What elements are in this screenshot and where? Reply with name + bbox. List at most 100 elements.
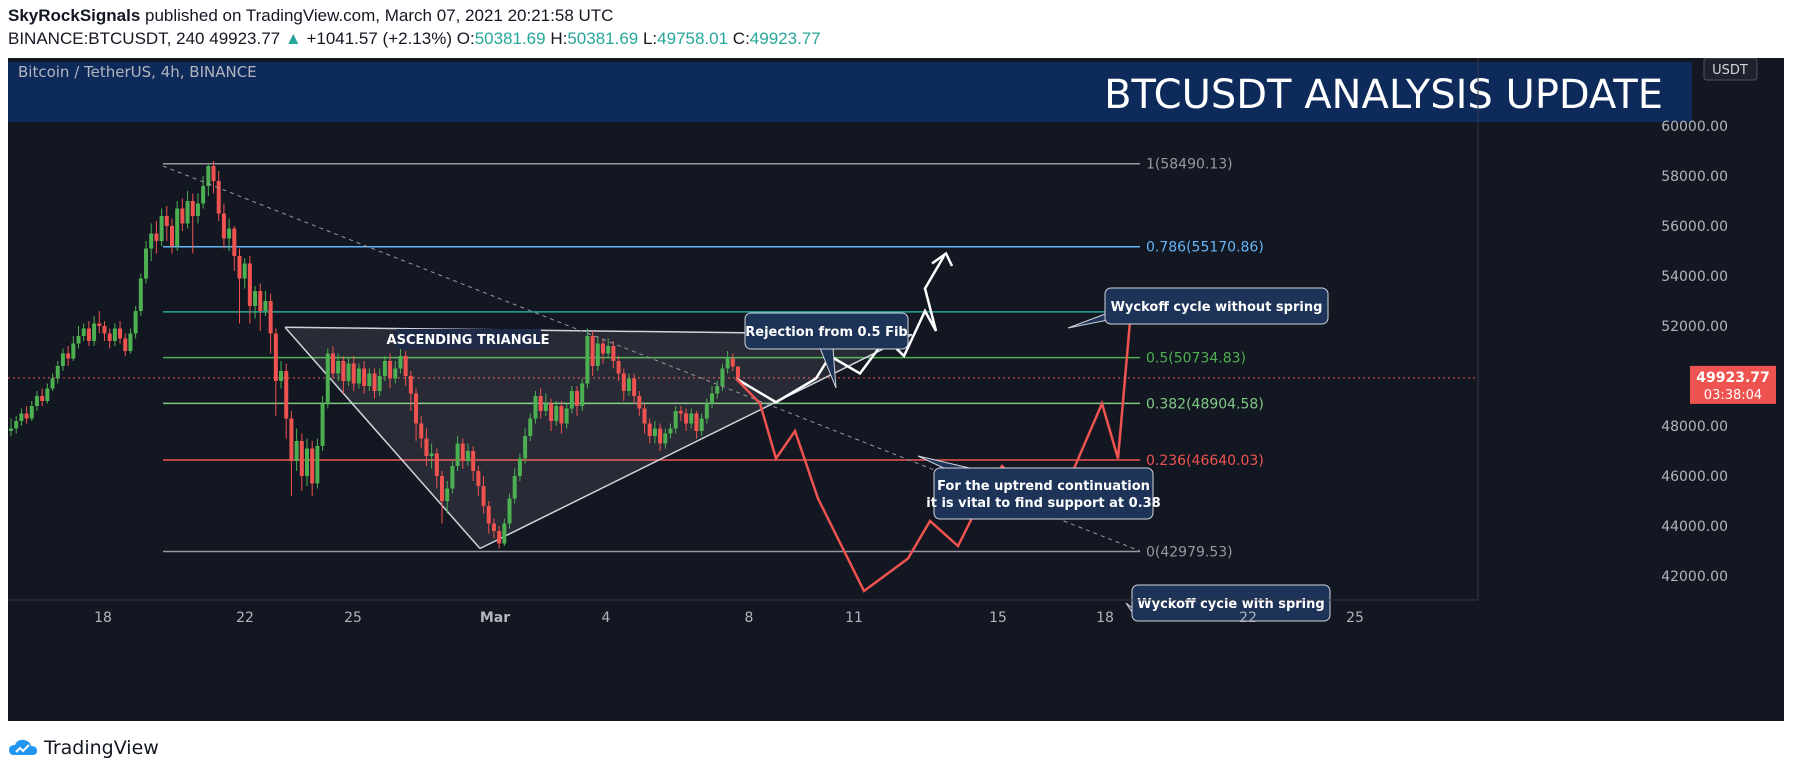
candle-body [616, 361, 621, 374]
price-tick-label: 56000.00 [1661, 219, 1728, 235]
wyckoff-with-spring-path[interactable] [735, 298, 1134, 593]
time-tick-label: 25 [344, 610, 362, 626]
candle-body [528, 418, 533, 436]
candle-body [227, 228, 232, 239]
wyckoff-spring-callout-text: Wyckoff cycle with spring [1137, 597, 1324, 612]
candle-body [341, 361, 346, 381]
candle-body [76, 336, 81, 344]
candle-body [336, 361, 341, 374]
high-label: H: [550, 29, 568, 48]
candle-body [310, 448, 315, 484]
candle-body [460, 443, 465, 461]
candle-body [678, 411, 683, 414]
candle-body [190, 201, 195, 216]
chart-svg[interactable]: Bitcoin / TetherUS, 4h, BINANCE BTCUSDT … [8, 58, 1784, 721]
candle-body [725, 358, 730, 369]
tradingview-brand[interactable]: TradingView [44, 737, 159, 759]
candle-body [86, 328, 91, 341]
price-tick-label: 52000.00 [1661, 319, 1728, 335]
candle-body [715, 386, 720, 394]
candle-body [242, 263, 247, 279]
candle-body [736, 366, 740, 378]
candle-body [284, 371, 289, 419]
candle-body [60, 353, 65, 366]
candle-body [221, 213, 226, 239]
candle-body [595, 343, 600, 366]
candle-body [118, 328, 123, 339]
candle-body [185, 201, 190, 224]
candle-body [559, 406, 564, 424]
candle-body [632, 378, 637, 396]
price-axis[interactable]: 60000.00 58000.00 56000.00 54000.00 52000.00… [1477, 58, 1776, 600]
candle-body [315, 446, 320, 484]
close-label: C: [732, 29, 750, 48]
price-tick-label: 48000.00 [1661, 419, 1728, 435]
candle-body [689, 413, 694, 424]
candle-body [346, 363, 351, 381]
candle-body [24, 413, 29, 419]
candle-body [611, 346, 616, 361]
candle-body [112, 328, 117, 341]
candle-body [258, 291, 263, 311]
candle-body [408, 376, 413, 394]
candle-body [585, 336, 590, 384]
candle-body [107, 333, 112, 341]
price-tick-label: 46000.00 [1661, 469, 1728, 485]
candle-body [533, 396, 538, 419]
publish-info: SkyRockSignals published on TradingView.… [8, 6, 613, 26]
candle-body [149, 233, 154, 249]
candle-body [658, 428, 663, 444]
ascending-triangle-label: ASCENDING TRIANGLE [387, 333, 550, 348]
candle-body [19, 413, 24, 421]
candle-body [14, 421, 19, 429]
support-callout-text: it is vital to find support at 0.38 [926, 496, 1160, 511]
candle-body [175, 208, 180, 246]
candle-body [201, 186, 206, 204]
candle-body [55, 366, 60, 379]
wyckoff-no-spring-callout[interactable]: Wyckoff cycle without spring [1067, 287, 1329, 329]
candle-body [232, 228, 237, 256]
chart-area[interactable]: Bitcoin / TetherUS, 4h, BINANCE BTCUSDT … [8, 58, 1784, 721]
last-price: 49923.77 [209, 29, 281, 48]
symbol-info: BINANCE:BTCUSDT, 240 49923.77 ▲ +1041.57… [8, 29, 821, 49]
banner: Bitcoin / TetherUS, 4h, BINANCE BTCUSDT … [8, 62, 1692, 122]
support-callout[interactable]: For the uptrend continuation it is vital … [917, 455, 1161, 520]
candle-body [429, 453, 434, 456]
candle-body [486, 506, 491, 524]
candle-body [481, 486, 486, 506]
current-price-tag[interactable] [1690, 365, 1776, 404]
time-axis[interactable]: 18 22 25 Mar 4 8 11 15 18 22 25 [8, 599, 1478, 626]
price-tick-label: 60000.00 [1661, 119, 1728, 135]
wyckoff-spring-callout[interactable]: Wyckoff cycle with spring [1125, 584, 1331, 622]
candle-body [123, 338, 128, 351]
wyckoff-no-spring-callout-text: Wyckoff cycle without spring [1111, 300, 1323, 315]
candle-body [471, 451, 476, 471]
candle-body [304, 448, 309, 476]
candle-body [554, 406, 559, 421]
candle-body [393, 368, 398, 379]
candle-body [299, 441, 304, 476]
tradingview-logo-icon[interactable] [8, 738, 38, 758]
candle-body [273, 333, 278, 381]
candle-body [216, 181, 221, 214]
candle-body [144, 248, 149, 279]
candle-body [279, 371, 284, 381]
price-tick-label: 58000.00 [1661, 169, 1728, 185]
currency-badge[interactable] [1703, 58, 1758, 81]
candle-body [465, 451, 470, 461]
rejection-callout[interactable]: Rejection from 0.5 Fib [744, 312, 909, 389]
time-tick-label: 15 [989, 610, 1007, 626]
candle-body [491, 523, 496, 531]
wyckoff-spring-callout-box [1131, 584, 1331, 622]
open-label: O: [456, 29, 475, 48]
triangle-support[interactable] [479, 334, 913, 550]
candle-body [580, 383, 585, 406]
candle-body [97, 323, 102, 326]
fib-level-label: 0.5(50734.83) [1146, 351, 1246, 367]
time-tick-label: 22 [236, 610, 254, 626]
currency-label[interactable]: USDT [1712, 63, 1748, 78]
candle-body [29, 406, 34, 419]
publisher-name[interactable]: SkyRockSignals [8, 6, 141, 25]
candle-body [512, 476, 517, 499]
candle-body [398, 356, 403, 369]
